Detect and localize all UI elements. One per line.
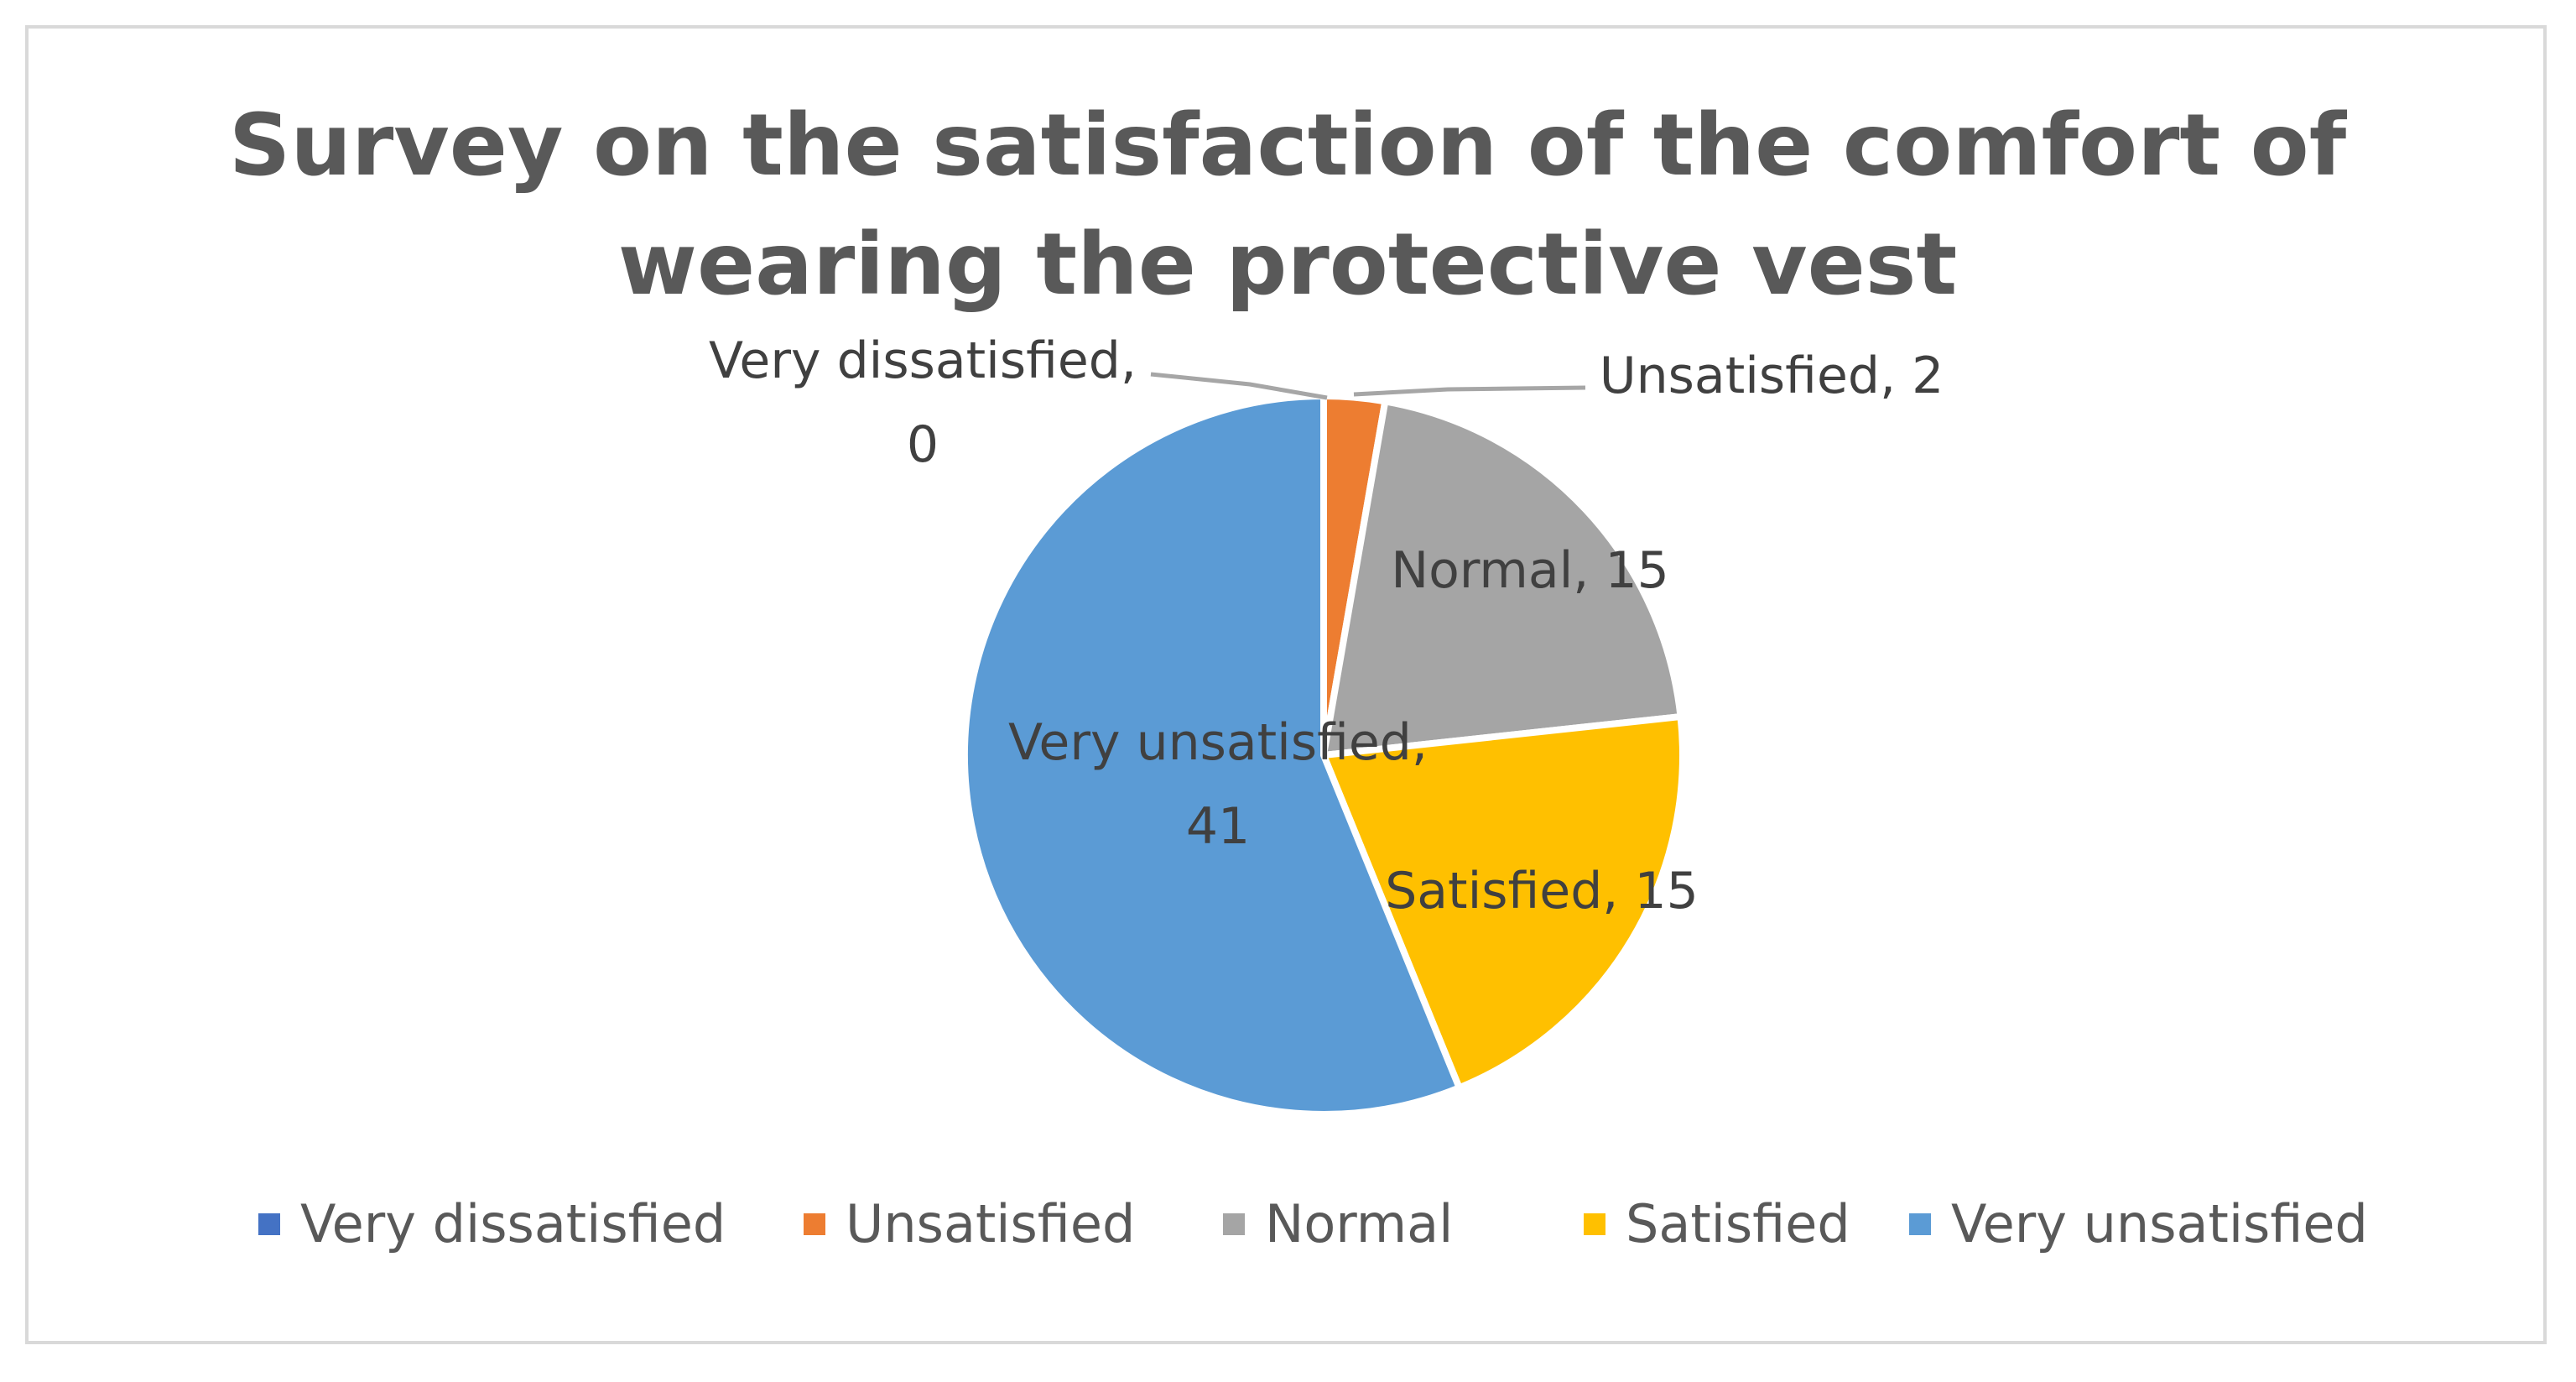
legend-label-very-dissatisfied: Very dissatisfied — [300, 1193, 726, 1254]
legend: Very dissatisfied Unsatisfied Normal Satisf… — [258, 1193, 2368, 1254]
leader-lines — [1150, 372, 1586, 400]
legend-label-very-unsatisfied: Very unsatisfied — [1951, 1193, 2368, 1254]
chart-title: Survey on the satisfaction of the comfor… — [229, 96, 2348, 315]
legend-label-satisfied: Satisfied — [1626, 1193, 1850, 1254]
data-label-line: 41 — [1186, 797, 1250, 856]
legend-item-very-unsatisfied: Very unsatisfied — [1909, 1193, 2368, 1254]
legend-swatch-very-unsatisfied — [1909, 1213, 1931, 1235]
legend-swatch-unsatisfied — [804, 1213, 825, 1235]
data-label-satisfied: Satisfied, 15 — [1385, 862, 1699, 920]
legend-swatch-normal — [1223, 1213, 1245, 1235]
legend-swatch-very-dissatisfied — [258, 1213, 280, 1235]
data-label-line: Very dissatisfied, — [709, 331, 1137, 390]
data-label-very-unsatisfied: Very unsatisfied, 41 — [1008, 713, 1428, 856]
legend-label-normal: Normal — [1265, 1193, 1453, 1254]
pie-slices — [961, 393, 1686, 1118]
data-label-very-dissatisfied: Very dissatisfied, 0 — [709, 331, 1137, 474]
data-label-line: Normal, 15 — [1391, 541, 1669, 600]
chart-title-line-1: Survey on the satisfaction of the comfor… — [229, 96, 2348, 196]
pie-slice-normal — [1320, 398, 1684, 759]
pie-slice-very-unsatisfied — [961, 393, 1463, 1118]
legend-item-unsatisfied: Unsatisfied — [804, 1193, 1135, 1254]
legend-swatch-satisfied — [1584, 1213, 1605, 1235]
leader-line-unsatisfied — [1353, 385, 1586, 397]
legend-item-normal: Normal — [1223, 1193, 1453, 1254]
legend-label-unsatisfied: Unsatisfied — [846, 1193, 1135, 1254]
chart-title-line-2: wearing the protective vest — [618, 215, 1958, 315]
data-label-line: Very unsatisfied, — [1008, 713, 1428, 772]
legend-item-very-dissatisfied: Very dissatisfied — [258, 1193, 726, 1254]
data-labels: Very dissatisfied, 0 Unsatisfied, 2 Normal,… — [709, 331, 1944, 920]
leader-line-very-dissatisfied — [1150, 372, 1328, 400]
data-label-line: 0 — [907, 415, 939, 474]
data-label-normal: Normal, 15 — [1391, 541, 1669, 600]
pie-slice-satisfied — [1320, 713, 1686, 1092]
legend-item-satisfied: Satisfied — [1584, 1193, 1850, 1254]
data-label-line: Unsatisfied, 2 — [1600, 347, 1944, 405]
data-label-unsatisfied: Unsatisfied, 2 — [1600, 347, 1944, 405]
data-label-line: Satisfied, 15 — [1385, 862, 1699, 920]
